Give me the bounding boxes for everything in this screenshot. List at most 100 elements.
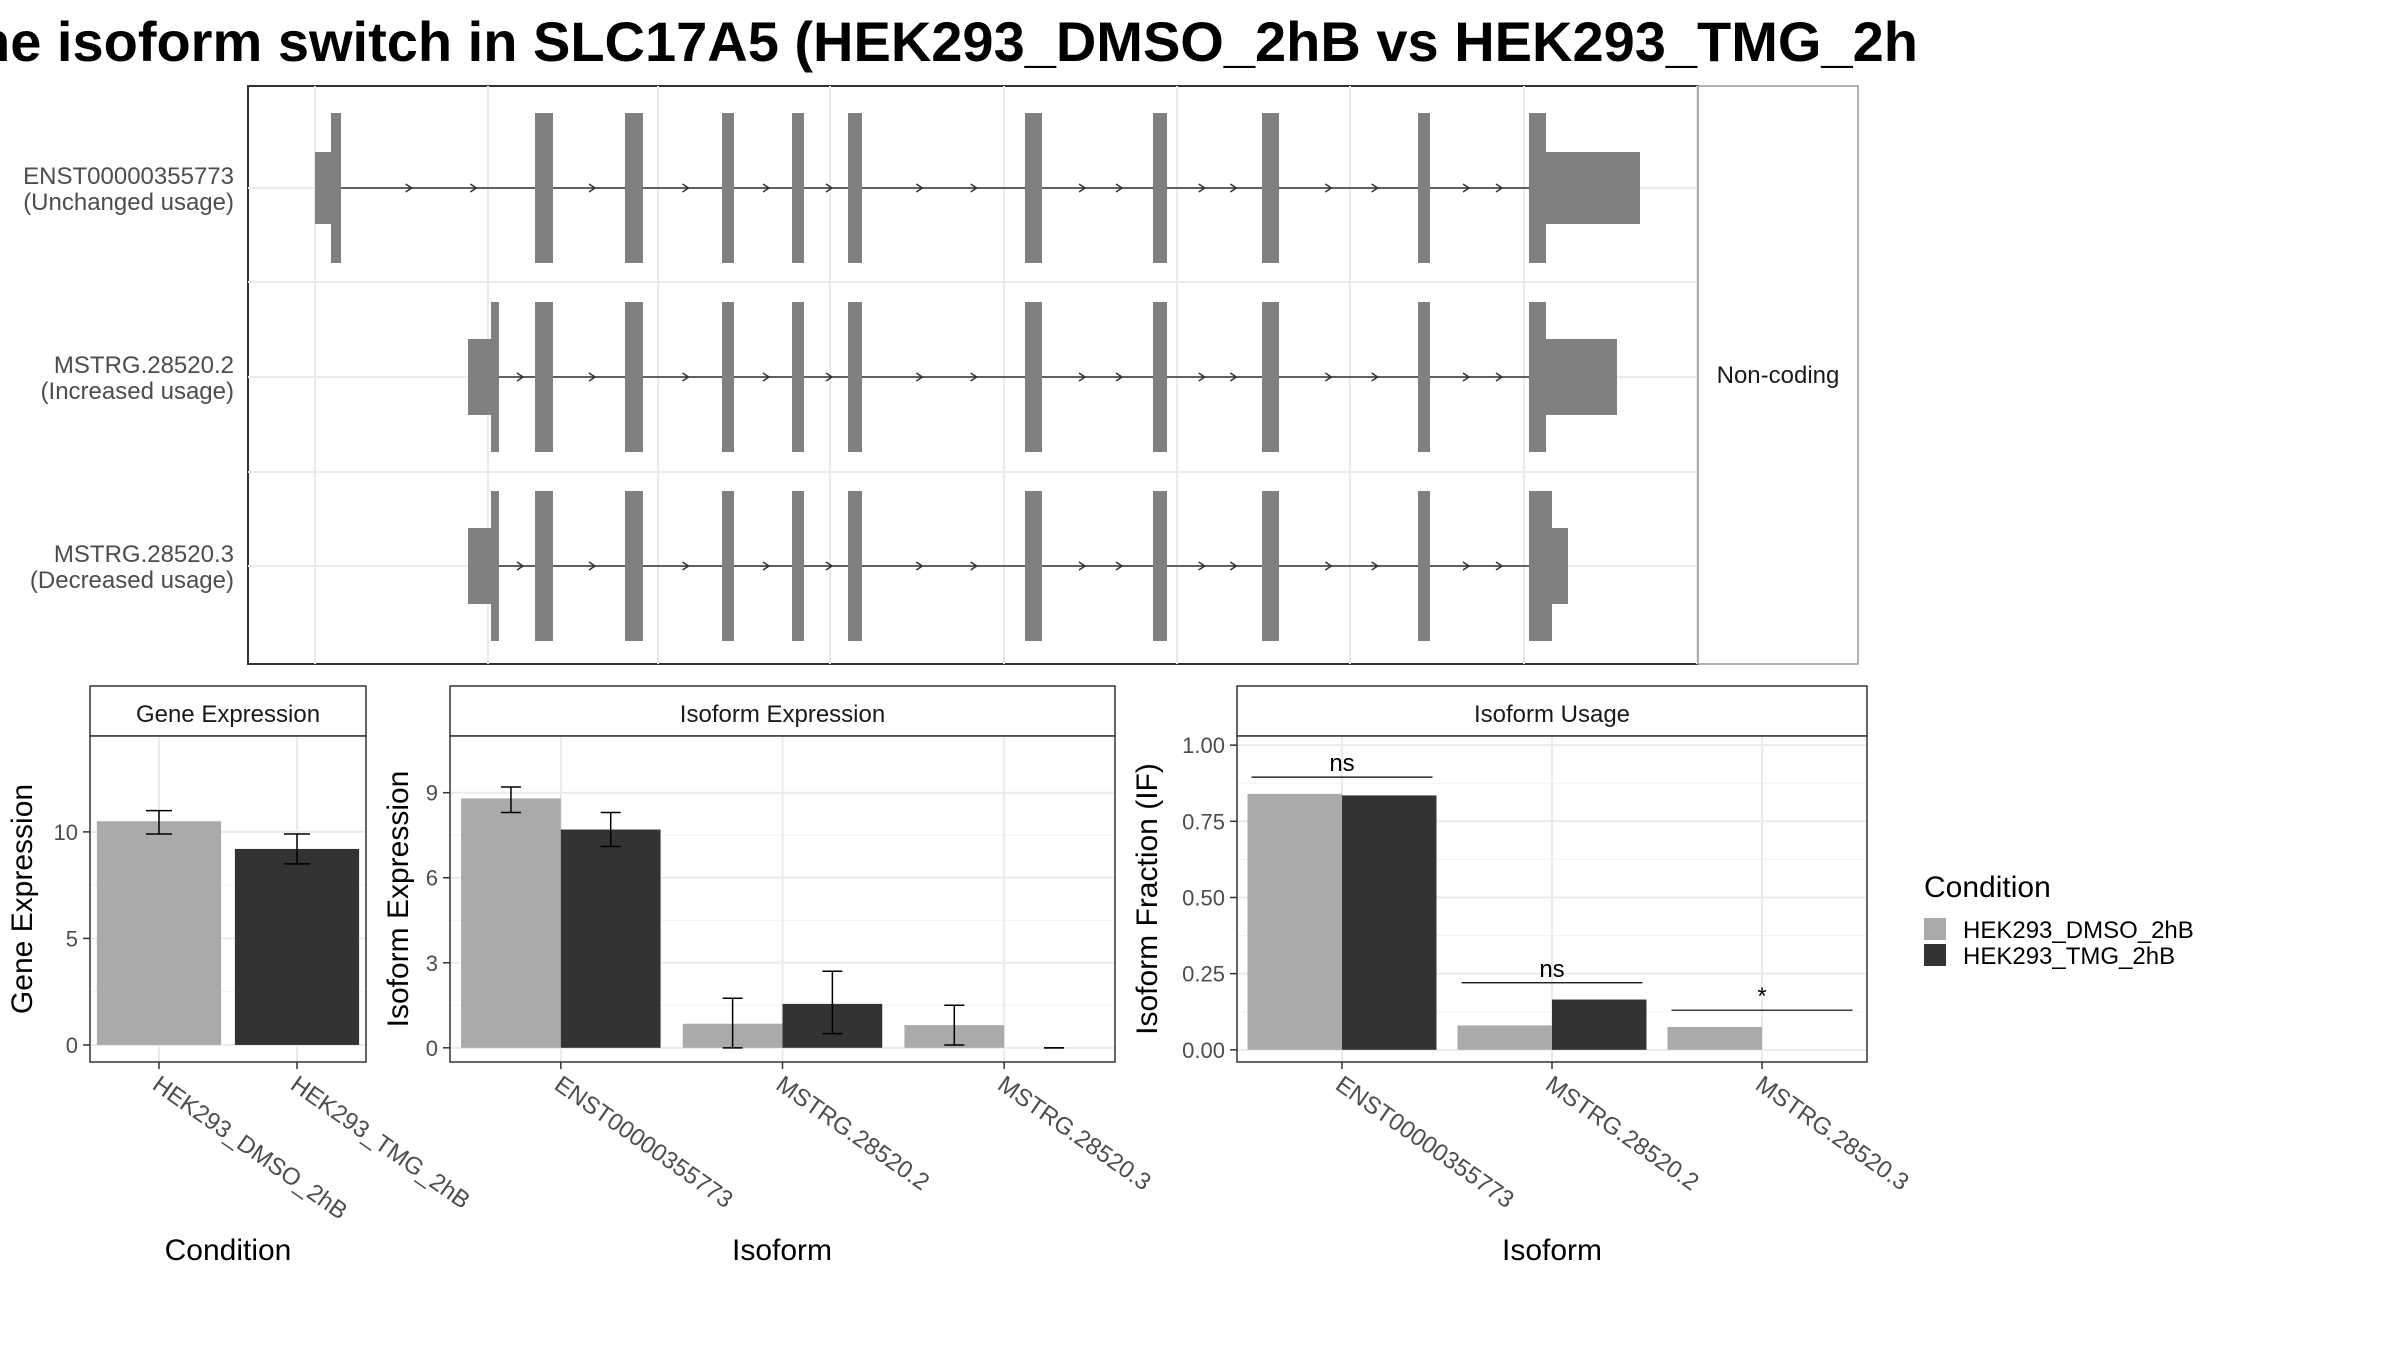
intron-arrow bbox=[1371, 561, 1380, 571]
exon bbox=[1025, 113, 1042, 263]
significance-label: ns bbox=[1329, 750, 1354, 777]
exon bbox=[722, 302, 734, 452]
intron-arrow bbox=[1078, 372, 1087, 382]
intron-arrow bbox=[682, 372, 690, 382]
transcript-name: MSTRG.28520.2 bbox=[54, 352, 234, 379]
intron-arrow bbox=[588, 561, 597, 571]
exon bbox=[848, 302, 862, 452]
chart-title: ne isoform switch in SLC17A5 (HEK293_DMS… bbox=[0, 10, 1918, 73]
y-tick-label: 3 bbox=[426, 951, 438, 976]
legend-swatch-tmg bbox=[1924, 944, 1946, 966]
intron-arrow bbox=[1115, 183, 1124, 193]
exon bbox=[625, 491, 643, 641]
intron-arrow bbox=[825, 372, 834, 382]
intron-arrow bbox=[1324, 372, 1333, 382]
y-tick-label: 6 bbox=[426, 866, 438, 891]
exon bbox=[848, 113, 862, 263]
exon bbox=[722, 113, 734, 263]
intron-arrow bbox=[1495, 183, 1504, 193]
exon bbox=[535, 491, 553, 641]
exon bbox=[468, 528, 491, 604]
y-axis-title: Isoform Fraction (IF) bbox=[1131, 763, 1164, 1035]
exon bbox=[625, 113, 643, 263]
intron-arrow bbox=[915, 561, 924, 571]
facet-strip bbox=[1697, 85, 1859, 665]
exon bbox=[1529, 302, 1546, 452]
significance-label: * bbox=[1757, 983, 1766, 1010]
intron-arrow bbox=[762, 372, 771, 382]
intron-arrow bbox=[469, 183, 478, 193]
x-tick-label: MSTRG.28520.3 bbox=[1751, 1071, 1914, 1196]
y-tick-label: 0 bbox=[66, 1033, 78, 1058]
exon bbox=[1262, 491, 1279, 641]
panel-strip bbox=[449, 685, 1116, 737]
transcript-usage: (Increased usage) bbox=[41, 378, 234, 405]
exon bbox=[1153, 113, 1167, 263]
exon bbox=[848, 491, 862, 641]
intron-arrow bbox=[1198, 561, 1207, 571]
facet-strip-label: Non-coding bbox=[1717, 362, 1840, 389]
exon bbox=[1262, 302, 1279, 452]
y-tick-label: 5 bbox=[66, 926, 78, 951]
x-tick-label: MSTRG.28520.2 bbox=[771, 1071, 934, 1196]
intron-arrow bbox=[1371, 372, 1380, 382]
intron-arrow bbox=[1324, 561, 1333, 571]
intron-arrow bbox=[825, 183, 834, 193]
intron-arrow bbox=[970, 372, 979, 382]
transcript-name: ENST00000355773 bbox=[23, 163, 234, 190]
gene-expression-panel: Gene Expression0510HEK293_DMSO_2hBHEK293… bbox=[6, 685, 475, 1267]
intron-arrow bbox=[1462, 183, 1471, 193]
bar bbox=[1667, 1026, 1762, 1050]
y-tick-label: 0.75 bbox=[1182, 809, 1225, 834]
x-tick-label: MSTRG.28520.3 bbox=[993, 1071, 1156, 1196]
intron-arrow bbox=[915, 183, 924, 193]
exon bbox=[1546, 152, 1640, 224]
error-bar bbox=[722, 997, 743, 1049]
error-bar bbox=[600, 811, 621, 848]
intron-arrow bbox=[1198, 372, 1207, 382]
legend: Condition HEK293_DMSO_2hB HEK293_TMG_2hB bbox=[1924, 871, 2194, 970]
intron-arrow bbox=[1115, 372, 1124, 382]
intron-arrow bbox=[1078, 561, 1087, 571]
intron-arrow bbox=[970, 561, 979, 571]
x-tick-label: ENST00000355773 bbox=[1331, 1071, 1519, 1214]
legend-label-dmso: HEK293_DMSO_2hB bbox=[1963, 917, 2194, 944]
exon bbox=[315, 152, 331, 224]
panel-title: Isoform Expression bbox=[680, 701, 885, 728]
exon bbox=[491, 302, 499, 452]
intron-arrow bbox=[1495, 561, 1504, 571]
intron-arrow bbox=[915, 372, 924, 382]
error-bar bbox=[500, 786, 521, 814]
y-tick-label: 0.50 bbox=[1182, 885, 1225, 910]
bar bbox=[461, 798, 561, 1048]
bar bbox=[234, 848, 360, 1045]
exon bbox=[625, 302, 643, 452]
intron-arrow bbox=[1462, 372, 1471, 382]
exon bbox=[792, 491, 804, 641]
exon bbox=[1262, 113, 1279, 263]
bar bbox=[1342, 795, 1437, 1050]
exon bbox=[722, 491, 734, 641]
y-tick-label: 10 bbox=[54, 820, 78, 845]
transcript-track bbox=[468, 302, 1617, 452]
intron-arrow bbox=[588, 183, 597, 193]
exon bbox=[468, 339, 491, 415]
significance-label: ns bbox=[1539, 956, 1564, 983]
exon bbox=[1153, 491, 1167, 641]
intron-arrow bbox=[1229, 372, 1238, 382]
y-tick-label: 0.25 bbox=[1182, 962, 1225, 987]
intron-arrow bbox=[970, 183, 979, 193]
intron-arrow bbox=[1115, 561, 1124, 571]
exon bbox=[491, 491, 499, 641]
intron-arrow bbox=[516, 372, 525, 382]
panel-border bbox=[89, 735, 367, 1063]
bar bbox=[560, 829, 661, 1048]
exon bbox=[792, 113, 804, 263]
y-tick-label: 0 bbox=[426, 1036, 438, 1061]
exon bbox=[535, 113, 553, 263]
intron-arrow bbox=[405, 183, 414, 193]
intron-arrow bbox=[1371, 183, 1380, 193]
y-axis-title: Gene Expression bbox=[6, 784, 39, 1014]
exon bbox=[1153, 302, 1167, 452]
